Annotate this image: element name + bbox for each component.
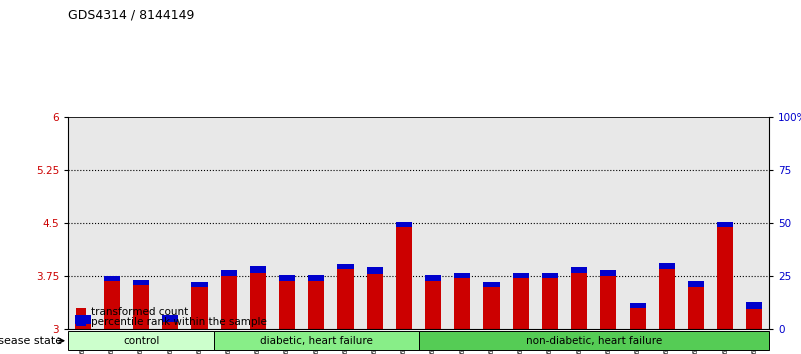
Bar [571,267,587,273]
Bar [250,266,266,273]
Text: disease state: disease state [0,336,62,346]
Bar [220,276,237,329]
Bar [630,303,646,308]
Bar [133,285,149,329]
Bar [571,273,587,329]
Bar [279,281,295,329]
Bar [600,276,617,329]
Bar [220,270,237,276]
Text: percentile rank within the sample: percentile rank within the sample [91,317,267,327]
Bar [191,287,207,329]
Text: transformed count: transformed count [91,307,187,316]
Bar [367,267,383,274]
Bar [337,264,353,269]
Text: diabetic, heart failure: diabetic, heart failure [260,336,372,346]
Bar [630,308,646,329]
Bar [337,269,353,329]
Bar [250,273,266,329]
Bar [600,270,617,276]
Bar [747,302,763,309]
Bar [191,282,207,287]
Bar [688,287,704,329]
Bar [104,281,120,329]
Bar [717,227,733,329]
Bar [163,315,179,322]
Bar [454,273,470,278]
Bar [308,281,324,329]
Bar [74,324,91,329]
Bar [658,269,674,329]
Bar [717,222,733,227]
Bar [308,275,324,281]
Bar [74,315,91,324]
Text: control: control [123,336,159,346]
Bar [396,222,412,227]
Bar [163,322,179,329]
Bar [425,281,441,329]
Bar [688,281,704,287]
Bar [367,274,383,329]
Bar [133,280,149,285]
Bar [513,273,529,278]
Bar [513,278,529,329]
Bar [658,263,674,269]
Bar [747,309,763,329]
Bar [484,282,500,287]
Bar [396,227,412,329]
Bar [484,287,500,329]
Bar [542,273,558,278]
Text: GDS4314 / 8144149: GDS4314 / 8144149 [68,9,195,22]
Bar [104,276,120,281]
Bar [279,275,295,281]
Bar [542,278,558,329]
Bar [425,275,441,281]
Bar [454,278,470,329]
Text: non-diabetic, heart failure: non-diabetic, heart failure [525,336,662,346]
